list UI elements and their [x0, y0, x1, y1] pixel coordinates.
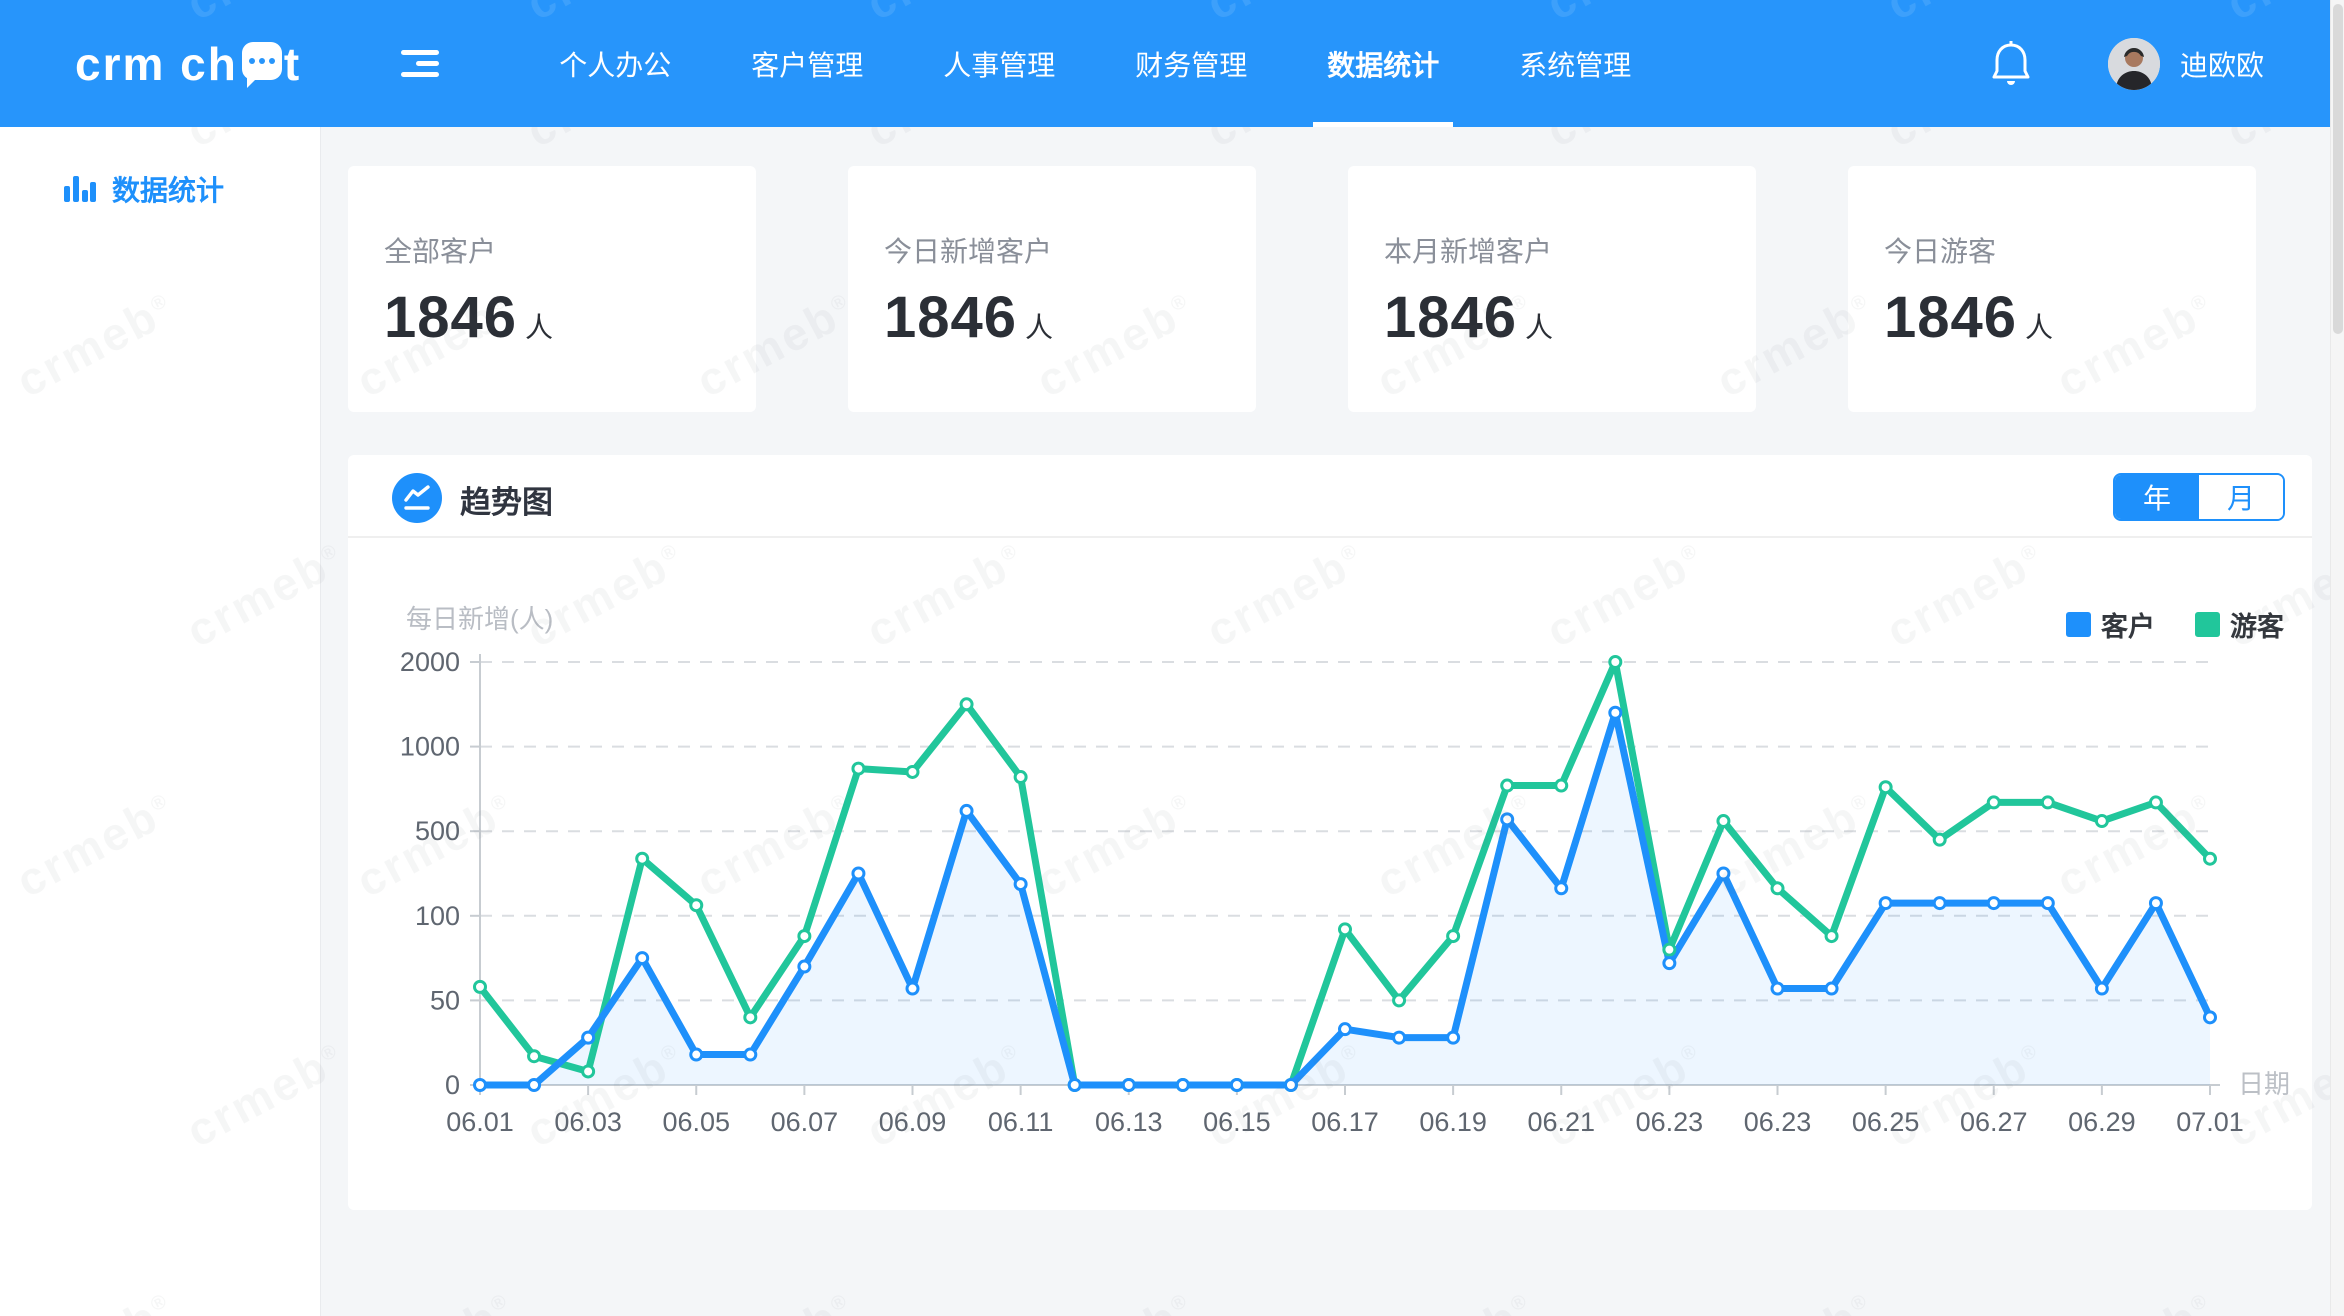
svg-text:07.01: 07.01: [2176, 1107, 2244, 1137]
nav-item-0[interactable]: 个人办公: [519, 0, 711, 127]
app-logo: crm ch t: [75, 37, 302, 90]
top-navbar: crmeb®crmeb®crmeb®crmeb®crmeb®crmeb®crme…: [0, 0, 2344, 127]
stat-card-1: 今日新增客户 1846 人: [848, 166, 1256, 412]
stat-card-unit: 人: [1025, 312, 1054, 343]
vertical-scrollbar[interactable]: [2330, 0, 2344, 1316]
legend-label: 游客: [2230, 612, 2284, 642]
svg-text:06.09: 06.09: [879, 1107, 947, 1137]
sidebar: 数据统计: [0, 127, 321, 1316]
user-avatar[interactable]: [2107, 37, 2160, 90]
chat-bubble-icon: [241, 41, 282, 88]
svg-text:06.05: 06.05: [662, 1107, 730, 1137]
svg-text:06.29: 06.29: [2068, 1107, 2136, 1137]
nav-item-5[interactable]: 系统管理: [1479, 0, 1671, 127]
toggle-month-button[interactable]: 月: [2199, 475, 2283, 519]
stat-card-unit: 人: [525, 312, 554, 343]
toggle-year-button[interactable]: 年: [2115, 475, 2199, 519]
stat-card-value: 1846: [1384, 285, 1518, 350]
nav-item-1[interactable]: 客户管理: [711, 0, 903, 127]
svg-text:日期: 日期: [2238, 1069, 2290, 1099]
legend-item-0[interactable]: 客户: [2066, 605, 2155, 644]
svg-text:06.13: 06.13: [1095, 1107, 1163, 1137]
svg-text:500: 500: [415, 816, 460, 846]
stat-card-value: 1846: [884, 285, 1018, 350]
svg-text:06.07: 06.07: [771, 1107, 839, 1137]
main-nav: 个人办公 客户管理 人事管理 财务管理 数据统计 系统管理: [519, 0, 1671, 127]
stat-card-unit: 人: [2025, 312, 2054, 343]
scrollbar-thumb[interactable]: [2333, 4, 2343, 334]
y-axis-title: 每日新增(人): [406, 604, 554, 634]
stat-card-3: 今日游客 1846 人: [1848, 166, 2256, 412]
stat-cards-row: 全部客户 1846 人今日新增客户 1846 人本月新增客户 1846 人今日游客 1846 人: [348, 166, 2256, 412]
stat-card-value: 1846: [384, 285, 518, 350]
svg-text:06.27: 06.27: [1960, 1107, 2028, 1137]
svg-text:06.03: 06.03: [554, 1107, 622, 1137]
trend-chart-card: 趋势图 年 月 每日新增(人) 客户 游客 0 50 100 500 1000 2000 06…: [348, 455, 2312, 1210]
nav-item-3[interactable]: 财务管理: [1095, 0, 1287, 127]
svg-text:06.21: 06.21: [1527, 1107, 1595, 1137]
svg-text:06.23: 06.23: [1636, 1107, 1704, 1137]
svg-text:2000: 2000: [400, 647, 460, 677]
nav-item-label: 人事管理: [943, 49, 1056, 81]
nav-item-label: 系统管理: [1519, 49, 1632, 81]
nav-item-4[interactable]: 数据统计: [1287, 0, 1479, 127]
stat-card-0: 全部客户 1846 人: [348, 166, 756, 412]
svg-text:100: 100: [415, 901, 460, 931]
stat-card-label: 今日游客: [1884, 236, 1997, 267]
svg-text:06.17: 06.17: [1311, 1107, 1379, 1137]
stat-card-label: 本月新增客户: [1384, 236, 1553, 267]
bell-icon[interactable]: [1990, 40, 2032, 87]
stat-card-value: 1846: [1884, 285, 2018, 350]
sidebar-item-label: 数据统计: [112, 175, 225, 206]
main-content: 全部客户 1846 人今日新增客户 1846 人本月新增客户 1846 人今日游客 1846 人…: [321, 127, 2330, 1316]
legend-swatch: [2066, 612, 2091, 637]
trend-chart: 每日新增(人) 客户 游客 0 50 100 500 1000 2000 06.01 06.03…: [348, 455, 2312, 1210]
username[interactable]: 迪欧欧: [2179, 49, 2264, 81]
nav-item-label: 财务管理: [1135, 49, 1248, 81]
menu-collapse-icon[interactable]: [401, 49, 440, 78]
nav-item-2[interactable]: 人事管理: [903, 0, 1095, 127]
line-chart-icon: [392, 473, 442, 523]
svg-text:06.11: 06.11: [988, 1107, 1054, 1137]
svg-text:06.19: 06.19: [1419, 1107, 1487, 1137]
sidebar-item-data-statistics[interactable]: 数据统计: [0, 127, 320, 209]
svg-text:06.01: 06.01: [446, 1107, 514, 1137]
svg-text:0: 0: [445, 1070, 460, 1100]
nav-item-label: 个人办公: [559, 49, 672, 81]
svg-text:06.23: 06.23: [1744, 1107, 1812, 1137]
trend-card-title: 趋势图: [460, 485, 553, 520]
period-toggle: 年 月: [2113, 473, 2285, 521]
stat-card-2: 本月新增客户 1846 人: [1348, 166, 1756, 412]
svg-text:50: 50: [430, 985, 460, 1015]
nav-item-label: 数据统计: [1327, 49, 1440, 81]
svg-text:06.15: 06.15: [1203, 1107, 1271, 1137]
line-chart-canvas: 0 50 100 500 1000 2000 06.01 06.03 06.05 06.07 06.…: [400, 647, 2290, 1137]
legend-label: 客户: [2101, 612, 2155, 642]
trend-card-header: 趋势图 年 月: [348, 455, 2312, 538]
nav-item-label: 客户管理: [751, 49, 864, 81]
chart-legend: 客户 游客: [2026, 605, 2284, 644]
svg-text:1000: 1000: [400, 732, 460, 762]
svg-text:06.25: 06.25: [1852, 1107, 1920, 1137]
stat-card-label: 全部客户: [384, 236, 497, 267]
stat-card-label: 今日新增客户: [884, 236, 1053, 267]
stat-card-unit: 人: [1525, 312, 1554, 343]
bar-chart-icon: [64, 176, 96, 202]
legend-item-1[interactable]: 游客: [2195, 605, 2284, 644]
legend-swatch: [2195, 612, 2220, 637]
